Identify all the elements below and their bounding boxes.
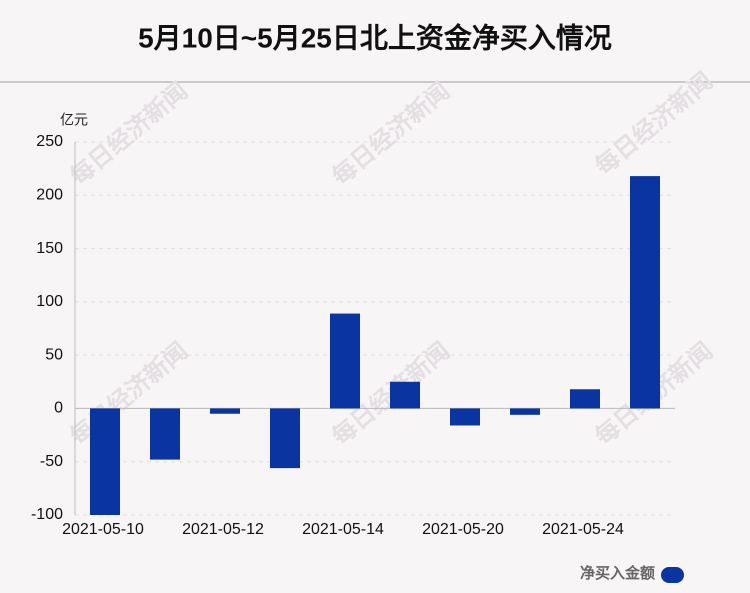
bar	[450, 408, 480, 426]
x-tick-label: 2021-05-24	[542, 521, 624, 538]
y-tick-label: -50	[40, 453, 63, 470]
bar	[90, 408, 120, 515]
legend-swatch	[661, 567, 684, 583]
chart-title: 5月10日~5月25日北上资金净买入情况	[138, 21, 612, 53]
y-tick-label: 50	[45, 346, 63, 363]
bar	[630, 176, 660, 409]
y-tick-label: 100	[36, 293, 63, 310]
bar	[150, 408, 180, 460]
bar	[270, 408, 300, 469]
y-tick-label: 150	[36, 240, 63, 257]
y-tick-label: 250	[36, 133, 63, 150]
bar	[570, 389, 600, 409]
x-tick-label: 2021-05-12	[182, 521, 264, 538]
legend-label: 净买入金额	[580, 564, 655, 582]
bar	[210, 408, 240, 414]
x-tick-label: 2021-05-14	[302, 521, 384, 538]
bar	[330, 313, 360, 409]
y-axis-unit: 亿元	[60, 112, 88, 128]
y-tick-label: 0	[54, 400, 63, 417]
y-tick-label: 200	[36, 187, 63, 204]
x-tick-label: 2021-05-10	[62, 521, 144, 538]
bar	[510, 408, 540, 415]
bar	[390, 381, 420, 409]
x-tick-label: 2021-05-20	[422, 521, 504, 538]
y-tick-label: -100	[31, 506, 63, 523]
